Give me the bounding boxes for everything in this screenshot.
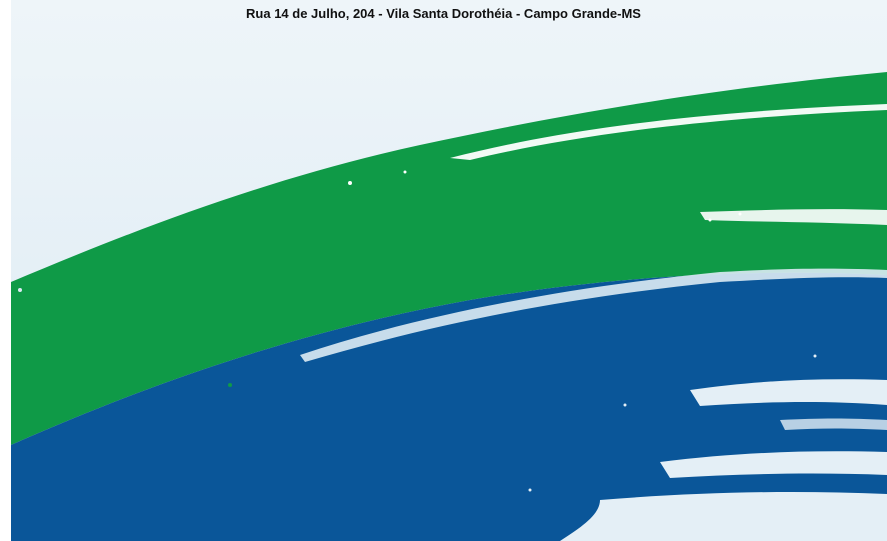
speck <box>738 212 742 216</box>
blue-streak-2 <box>660 451 887 478</box>
left-margin-strip <box>0 0 11 541</box>
speck <box>813 354 817 358</box>
blue-streak-1 <box>690 379 887 406</box>
speck <box>348 181 352 185</box>
green-gap-stroke <box>450 104 887 160</box>
speck <box>708 218 712 222</box>
speck <box>528 488 532 492</box>
speck <box>403 170 407 174</box>
speck <box>623 403 627 407</box>
blue-streak-4 <box>780 418 887 430</box>
speck <box>18 288 22 292</box>
green-brush-band <box>11 72 887 445</box>
speck <box>228 383 232 387</box>
address-text: Rua 14 de Julho, 204 - Vila Santa Doroth… <box>246 6 641 21</box>
blue-streak-3 <box>560 492 887 541</box>
green-gap-stroke-2 <box>700 209 887 225</box>
